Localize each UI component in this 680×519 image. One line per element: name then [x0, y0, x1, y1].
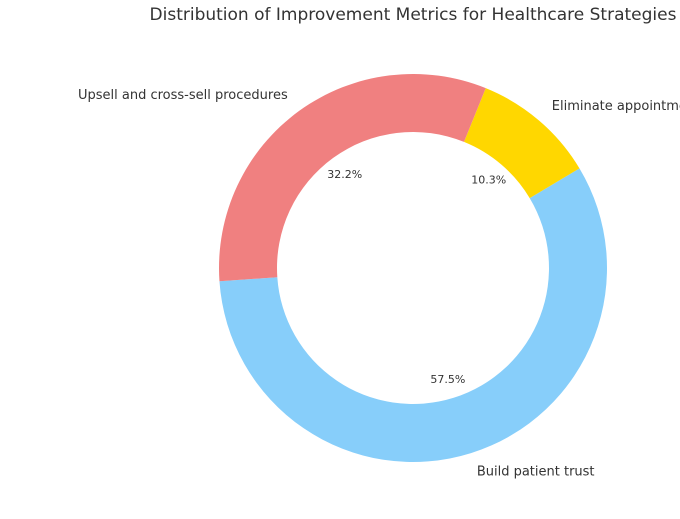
slice-upsell-and-cross-sell-procedures: [218, 74, 486, 282]
percent-label-build-patient-trust: 57.5%: [430, 373, 465, 386]
slice-build-patient-trust: [219, 168, 608, 463]
slice-eliminate-appointment-no-shows: [463, 88, 580, 199]
category-label-upsell-and-cross-sell-procedures: Upsell and cross-sell procedures: [78, 88, 288, 103]
percent-label-eliminate-appointment-no-shows: 10.3%: [471, 174, 506, 187]
donut-labels: Build patient trust 57.5% Eliminate appoin…: [78, 88, 680, 479]
chart-title: Distribution of Improvement Metrics for …: [150, 5, 677, 25]
category-label-eliminate-appointment-no-shows: Eliminate appointment no-shows: [552, 99, 680, 114]
donut-slices: [218, 74, 608, 463]
category-label-build-patient-trust: Build patient trust: [477, 465, 595, 480]
percent-label-upsell-and-cross-sell-procedures: 32.2%: [327, 168, 362, 181]
